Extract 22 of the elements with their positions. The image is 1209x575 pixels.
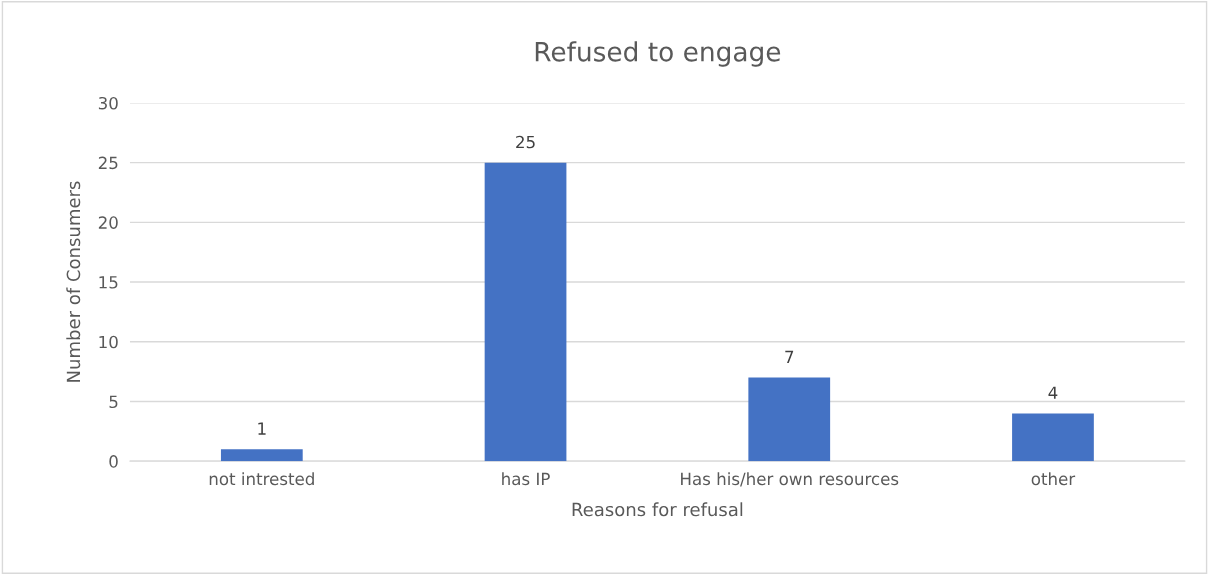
x-axis-title: Reasons for refusal	[572, 502, 743, 517]
y-tick-label: 10	[99, 335, 118, 349]
y-axis-title: Number of Consumers	[66, 181, 81, 382]
bar	[748, 377, 831, 462]
data-label: 7	[785, 350, 794, 363]
data-label: 4	[1048, 386, 1058, 399]
y-tick-label: 0	[109, 455, 118, 468]
chart-title: Refused to engage	[535, 41, 781, 67]
x-tick-label: other	[1031, 472, 1076, 486]
bar	[1012, 413, 1094, 462]
data-label: 1	[258, 422, 266, 435]
bar	[220, 449, 303, 462]
x-tick-label: Has his/her own resources	[681, 472, 899, 487]
y-tick-label: 30	[98, 96, 118, 110]
x-tick-label: has IP	[502, 472, 550, 486]
x-tick-label: not intrested	[209, 472, 314, 486]
data-label: 25	[516, 135, 535, 149]
y-tick-label: 20	[98, 216, 118, 229]
y-tick-label: 25	[98, 156, 118, 170]
y-tick-label: 15	[99, 276, 118, 289]
y-tick-label: 5	[109, 395, 118, 409]
bar	[484, 162, 567, 462]
